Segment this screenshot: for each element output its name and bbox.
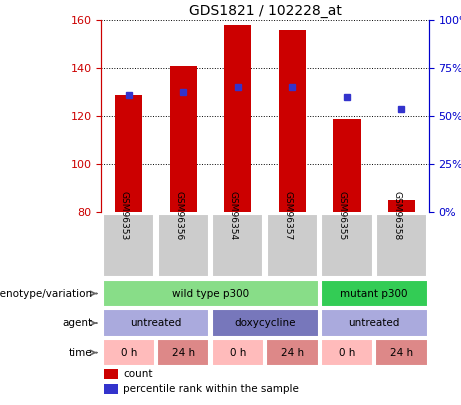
Text: GSM96355: GSM96355 xyxy=(338,191,347,240)
Bar xyxy=(102,339,155,366)
Bar xyxy=(115,95,142,212)
Bar xyxy=(212,213,263,277)
Text: 0 h: 0 h xyxy=(339,347,355,358)
Text: 24 h: 24 h xyxy=(390,347,413,358)
Text: GSM96357: GSM96357 xyxy=(284,191,292,240)
Bar xyxy=(333,119,361,212)
Text: untreated: untreated xyxy=(349,318,400,328)
Bar xyxy=(212,309,319,337)
Bar xyxy=(388,200,415,212)
Title: GDS1821 / 102228_at: GDS1821 / 102228_at xyxy=(189,4,342,18)
Bar xyxy=(266,339,319,366)
Text: count: count xyxy=(123,369,153,379)
Text: 24 h: 24 h xyxy=(281,347,304,358)
Bar xyxy=(376,213,427,277)
Bar xyxy=(279,30,306,212)
Text: agent: agent xyxy=(62,318,92,328)
Bar xyxy=(321,339,373,366)
Bar xyxy=(170,66,197,212)
Text: 24 h: 24 h xyxy=(171,347,195,358)
Bar xyxy=(375,339,428,366)
Text: genotype/variation: genotype/variation xyxy=(0,288,92,298)
Text: 0 h: 0 h xyxy=(120,347,137,358)
Text: percentile rank within the sample: percentile rank within the sample xyxy=(123,384,299,394)
Bar xyxy=(158,213,209,277)
Bar xyxy=(224,25,251,212)
Text: untreated: untreated xyxy=(130,318,182,328)
Bar xyxy=(321,280,428,307)
Text: mutant p300: mutant p300 xyxy=(340,288,408,298)
Text: GSM96353: GSM96353 xyxy=(120,191,129,240)
Text: wild type p300: wild type p300 xyxy=(172,288,249,298)
Bar xyxy=(321,309,428,337)
Bar xyxy=(102,280,319,307)
Bar xyxy=(102,309,209,337)
Bar xyxy=(212,339,264,366)
Bar xyxy=(157,339,209,366)
Text: time: time xyxy=(69,347,92,358)
Bar xyxy=(103,213,154,277)
Bar xyxy=(104,384,118,394)
Bar xyxy=(321,213,372,277)
Text: GSM96358: GSM96358 xyxy=(392,191,402,240)
Text: GSM96354: GSM96354 xyxy=(229,191,238,240)
Text: GSM96356: GSM96356 xyxy=(174,191,183,240)
Bar xyxy=(267,213,318,277)
Text: 0 h: 0 h xyxy=(230,347,246,358)
Bar xyxy=(104,369,118,379)
Text: doxycycline: doxycycline xyxy=(234,318,296,328)
